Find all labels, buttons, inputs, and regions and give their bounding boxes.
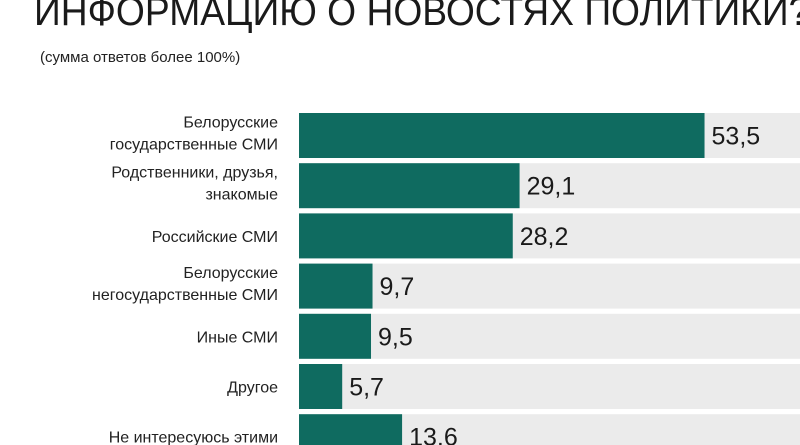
bar-track bbox=[299, 263, 800, 309]
value-label: 13,6 bbox=[409, 424, 458, 445]
bar bbox=[299, 163, 520, 209]
category-label: Родственники, друзья, bbox=[111, 165, 278, 182]
bar-row: 29,1 Родственники, друзья, знакомые bbox=[111, 163, 800, 209]
value-label: 29,1 bbox=[527, 173, 576, 201]
bar-track bbox=[299, 364, 800, 409]
category-label: Другое bbox=[227, 380, 278, 397]
value-label: 53,5 bbox=[712, 123, 761, 151]
value-label: 9,7 bbox=[380, 273, 415, 301]
category-label: знакомые bbox=[205, 187, 278, 204]
bar-track bbox=[299, 313, 800, 359]
value-label: 28,2 bbox=[520, 223, 569, 251]
bar bbox=[299, 414, 403, 445]
bar bbox=[299, 364, 343, 409]
bar-row: 9,7 Белорусские негосударственные СМИ bbox=[92, 263, 800, 309]
value-label: 9,5 bbox=[378, 323, 413, 351]
bar bbox=[299, 313, 372, 359]
bar bbox=[299, 213, 513, 259]
chart-title: ИНФОРМАЦИЮ О НОВОСТЯХ ПОЛИТИКИ? bbox=[34, 0, 800, 34]
category-label: Белорусские bbox=[183, 265, 278, 282]
chart-subtitle: (сумма ответов более 100%) bbox=[40, 49, 241, 66]
bar-row: 28,2 Российские СМИ bbox=[152, 213, 800, 259]
bar-row: 13,6 Не интересуюсь этими bbox=[109, 414, 800, 445]
bar bbox=[299, 113, 705, 158]
bar-row: 9,5 Иные СМИ bbox=[197, 313, 800, 359]
category-label: Не интересуюсь этими bbox=[109, 430, 278, 445]
category-label: Белорусские bbox=[183, 115, 278, 132]
category-label: государственные СМИ bbox=[110, 137, 278, 154]
category-label: негосударственные СМИ bbox=[92, 287, 278, 304]
bar-row: 53,5 Белорусские государственные СМИ bbox=[110, 113, 800, 158]
bar-row: 5,7 Другое bbox=[227, 364, 800, 409]
category-label: Российские СМИ bbox=[152, 229, 278, 246]
value-label: 5,7 bbox=[349, 374, 384, 402]
category-label: Иные СМИ bbox=[197, 329, 278, 346]
bar bbox=[299, 263, 373, 309]
